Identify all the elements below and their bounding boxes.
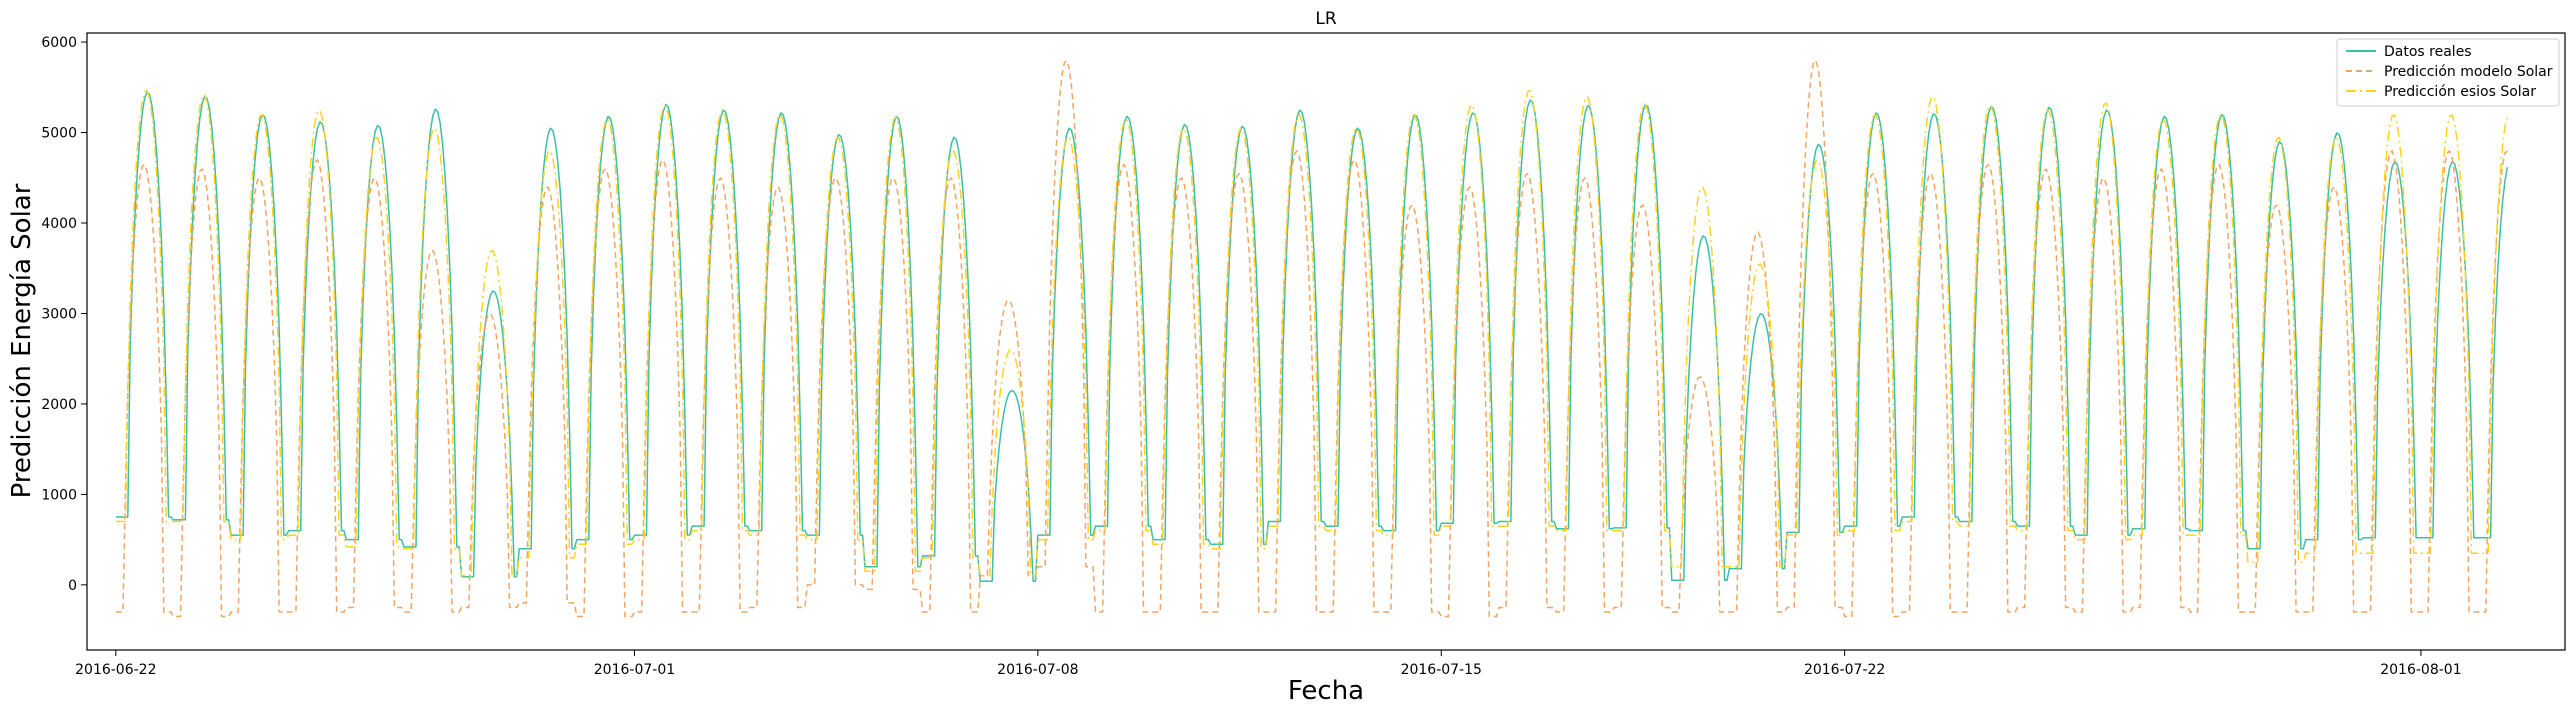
y-tick-label: 5000	[41, 126, 77, 142]
x-tick-label: 2016-07-01	[594, 662, 675, 678]
legend: Datos reales Predicción modelo Solar Predi…	[2336, 38, 2560, 107]
chart-title: LR	[1315, 9, 1336, 29]
x-axis-label: Fecha	[1288, 676, 1364, 706]
y-tick-label: 2000	[41, 397, 77, 413]
y-tick-label: 0	[68, 578, 77, 594]
legend-label: Predicción modelo Solar	[2384, 64, 2553, 80]
legend-label: Datos reales	[2384, 44, 2472, 60]
x-tick-label: 2016-07-22	[1804, 662, 1885, 678]
x-tick-label: 2016-06-22	[75, 662, 156, 678]
y-tick-label: 3000	[41, 306, 77, 322]
series-layer	[115, 59, 2509, 618]
series-line	[115, 59, 2508, 618]
y-tick-label: 1000	[41, 487, 77, 503]
series-line	[115, 89, 2509, 577]
y-axis-label: Predicción Energía Solar	[7, 183, 37, 498]
legend-box	[2336, 38, 2560, 107]
plot-frame	[86, 32, 2566, 651]
legend-label: Predicción esios Solar	[2384, 84, 2536, 100]
x-axis-ticks: 2016-06-22 2016-07-01 2016-07-08 2016-07-15…	[75, 650, 2462, 678]
x-tick-label: 2016-07-15	[1401, 662, 1482, 678]
x-tick-label: 2016-08-01	[2380, 662, 2461, 678]
y-tick-label: 6000	[41, 35, 77, 51]
y-axis-ticks: 0 1000 2000 3000 4000 5000 6000	[41, 35, 87, 594]
x-tick-label: 2016-07-08	[997, 662, 1078, 678]
y-tick-label: 4000	[41, 216, 77, 232]
